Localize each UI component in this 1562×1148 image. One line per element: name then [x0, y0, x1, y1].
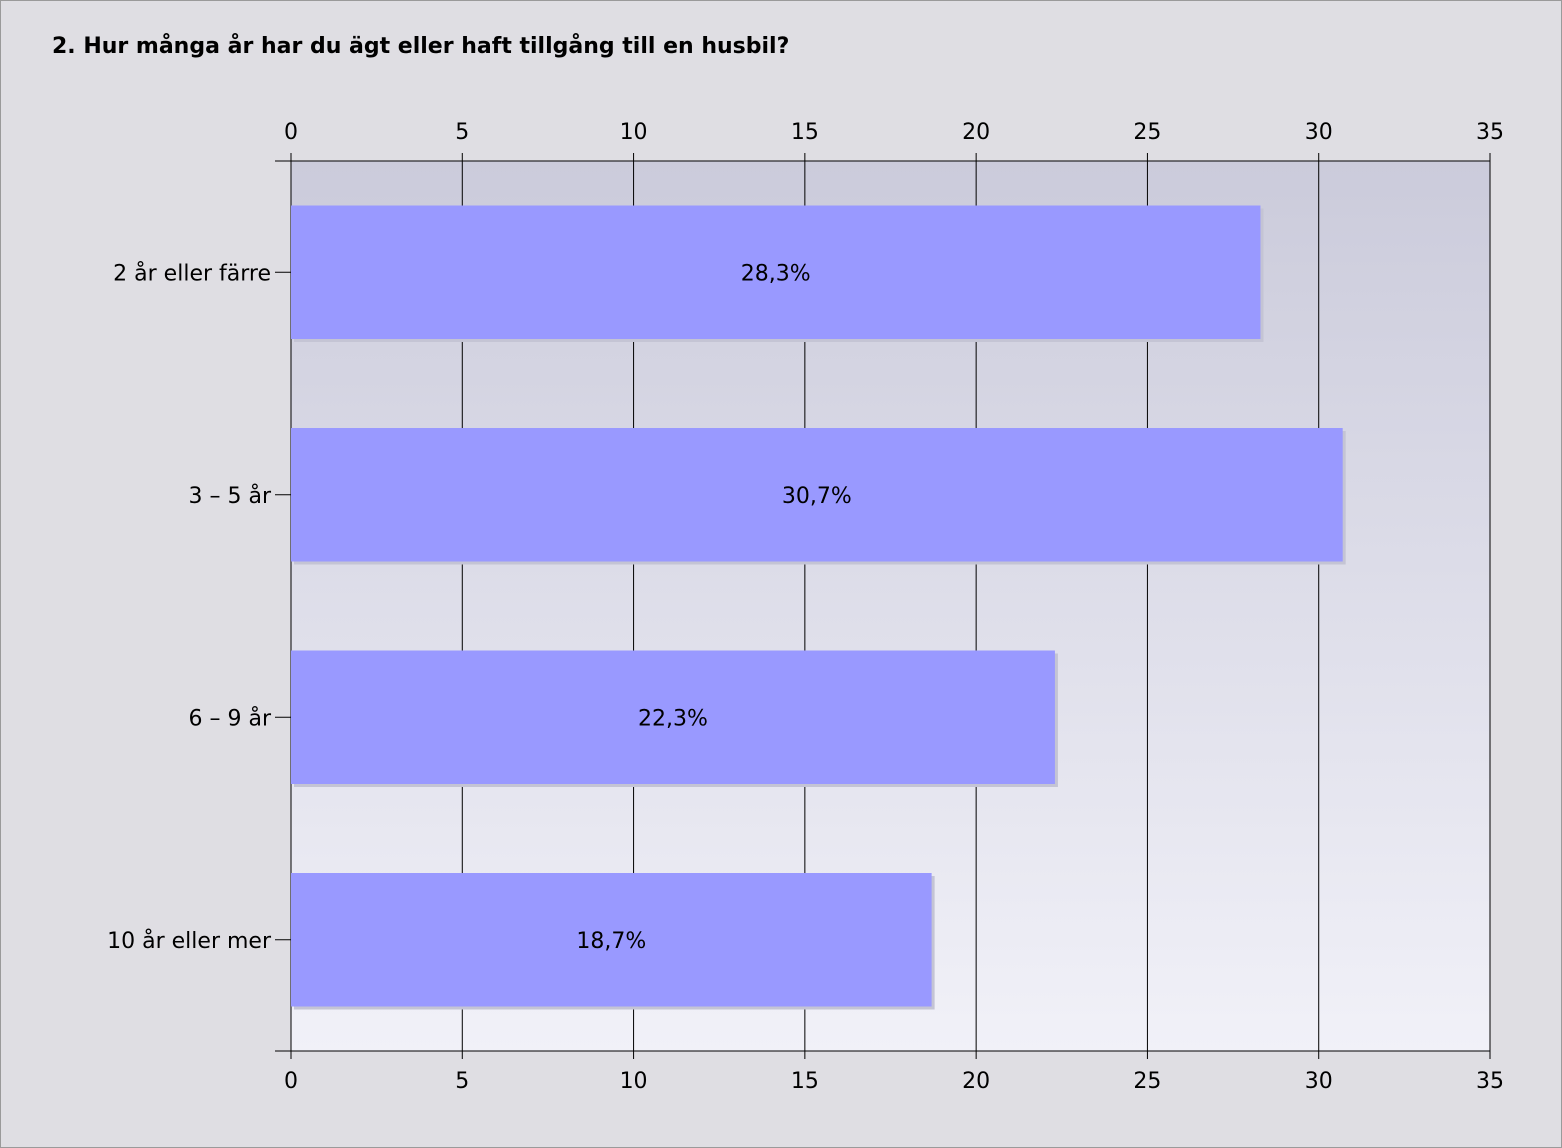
- data-label: 30,7%: [782, 484, 852, 509]
- x-tick-label-top: 15: [791, 120, 819, 145]
- x-tick-label-bottom: 25: [1133, 1069, 1161, 1094]
- x-tick-label-bottom: 20: [962, 1069, 990, 1094]
- category-label: 2 år eller färre: [113, 260, 271, 286]
- x-tick-label-top: 10: [620, 120, 648, 145]
- x-tick-label-bottom: 35: [1476, 1069, 1504, 1094]
- x-tick-label-top: 20: [962, 120, 990, 145]
- bar-4: [291, 873, 932, 1007]
- x-tick-label-top: 30: [1305, 120, 1333, 145]
- bar-3: [291, 650, 1055, 784]
- x-tick-label-bottom: 5: [455, 1069, 469, 1094]
- bar-2: [291, 428, 1343, 562]
- x-tick-label-top: 35: [1476, 120, 1504, 145]
- x-tick-label-top: 5: [455, 120, 469, 145]
- x-tick-label-top: 25: [1133, 120, 1161, 145]
- data-label: 28,3%: [741, 261, 811, 286]
- x-tick-label-bottom: 15: [791, 1069, 819, 1094]
- category-label: 10 år eller mer: [107, 928, 272, 954]
- x-tick-label-bottom: 0: [284, 1069, 298, 1094]
- data-label: 22,3%: [638, 706, 708, 731]
- x-tick-label-bottom: 10: [620, 1069, 648, 1094]
- x-tick-label-bottom: 30: [1305, 1069, 1333, 1094]
- category-label: 6 – 9 år: [189, 705, 272, 731]
- chart-title: 2. Hur många år har du ägt eller haft ti…: [52, 34, 790, 59]
- data-label: 18,7%: [576, 929, 646, 954]
- x-tick-label-top: 0: [284, 120, 298, 145]
- bar-1: [291, 205, 1261, 339]
- category-label: 3 – 5 år: [189, 483, 272, 509]
